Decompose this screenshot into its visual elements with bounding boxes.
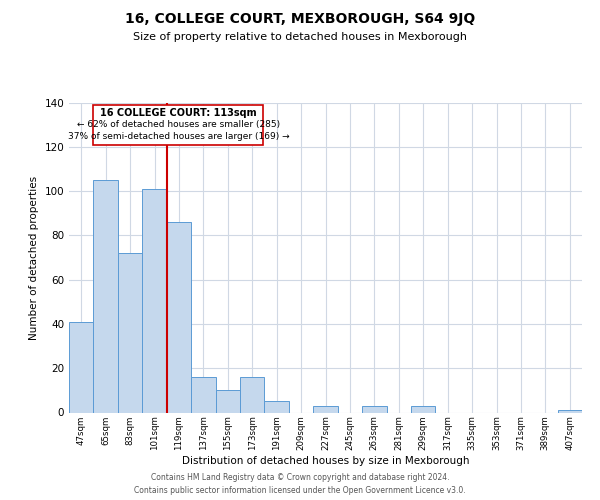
Bar — [265, 402, 289, 412]
Bar — [94, 104, 263, 144]
Bar — [215, 390, 240, 412]
Bar — [313, 406, 338, 412]
Bar — [362, 406, 386, 412]
Bar — [167, 222, 191, 412]
Text: Contains HM Land Registry data © Crown copyright and database right 2024.: Contains HM Land Registry data © Crown c… — [151, 472, 449, 482]
Text: Size of property relative to detached houses in Mexborough: Size of property relative to detached ho… — [133, 32, 467, 42]
Bar — [118, 253, 142, 412]
Text: 37% of semi-detached houses are larger (169) →: 37% of semi-detached houses are larger (… — [68, 132, 289, 141]
Text: ← 62% of detached houses are smaller (285): ← 62% of detached houses are smaller (28… — [77, 120, 280, 129]
Text: Contains public sector information licensed under the Open Government Licence v3: Contains public sector information licen… — [134, 486, 466, 495]
Y-axis label: Number of detached properties: Number of detached properties — [29, 176, 39, 340]
Bar — [94, 180, 118, 412]
Bar — [411, 406, 436, 412]
X-axis label: Distribution of detached houses by size in Mexborough: Distribution of detached houses by size … — [182, 456, 469, 466]
Bar — [191, 377, 215, 412]
Bar — [69, 322, 94, 412]
Bar — [142, 189, 167, 412]
Bar — [557, 410, 582, 412]
Bar — [240, 377, 265, 412]
Text: 16 COLLEGE COURT: 113sqm: 16 COLLEGE COURT: 113sqm — [100, 108, 257, 118]
Text: 16, COLLEGE COURT, MEXBOROUGH, S64 9JQ: 16, COLLEGE COURT, MEXBOROUGH, S64 9JQ — [125, 12, 475, 26]
